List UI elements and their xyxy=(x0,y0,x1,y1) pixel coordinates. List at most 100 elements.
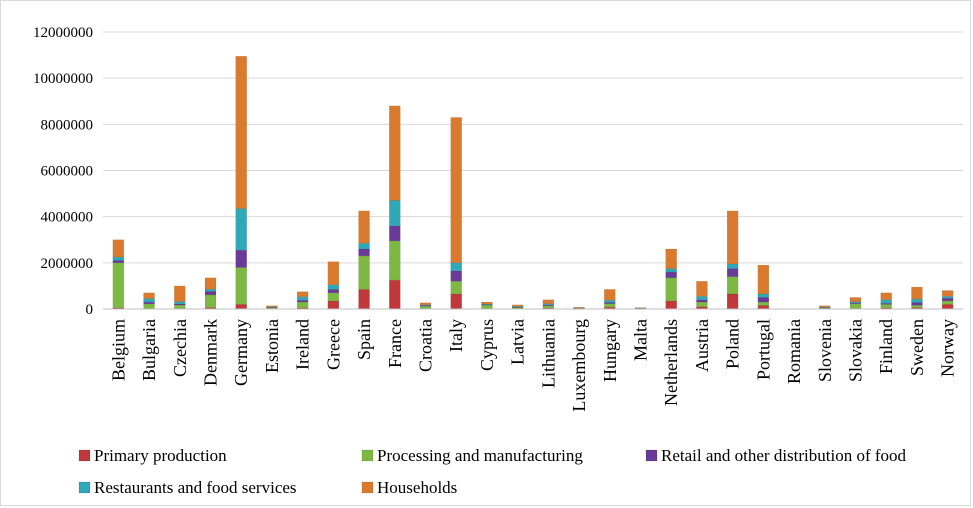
y-tick-label: 12000000 xyxy=(33,25,93,41)
bar-segment xyxy=(481,304,493,309)
bar-segment xyxy=(389,105,401,201)
bar-segment xyxy=(174,304,186,309)
x-category-label: Germany xyxy=(231,319,251,386)
x-category-label: Latvia xyxy=(508,319,528,365)
bar-segment xyxy=(665,248,677,269)
legend-swatch xyxy=(78,481,91,494)
bar-segment xyxy=(726,263,739,269)
gridlines xyxy=(103,31,963,310)
bar-segment xyxy=(696,301,708,307)
y-tick-label: 0 xyxy=(86,302,94,318)
legend-item: Processing and manufacturing xyxy=(361,446,583,465)
bar-segment xyxy=(604,303,616,308)
bar-segment xyxy=(204,277,217,290)
bar-segment xyxy=(296,301,309,309)
x-category-label: Lithuania xyxy=(538,319,558,388)
y-tick-label: 4000000 xyxy=(41,210,94,226)
legend-label: Households xyxy=(377,478,457,497)
bar-segment xyxy=(911,286,923,300)
bar-segment xyxy=(327,289,340,294)
bar-segment xyxy=(389,279,401,310)
bar-segment xyxy=(941,304,954,310)
bar-segment xyxy=(665,271,677,279)
bar-segment xyxy=(327,284,340,290)
bar-segment xyxy=(389,200,401,227)
x-category-label: Norway xyxy=(938,319,958,377)
bar-segment xyxy=(880,299,892,304)
x-category-label: Italy xyxy=(446,319,466,352)
bar-segment xyxy=(358,243,370,250)
y-tick-label: 10000000 xyxy=(33,71,93,87)
x-category-label: Slovenia xyxy=(815,319,835,382)
bar-segment xyxy=(327,292,340,302)
bar-segment xyxy=(634,307,647,309)
x-category-label: Sweden xyxy=(907,319,927,376)
x-category-label: France xyxy=(385,319,405,368)
axes: 0 2000000 4000000 6000000 8000000 10000000 120… xyxy=(33,25,963,412)
bar-segment xyxy=(696,281,708,297)
y-tick-label: 6000000 xyxy=(41,164,94,180)
bar-segment xyxy=(235,249,247,268)
bar-segment xyxy=(696,296,708,300)
bar-segment xyxy=(849,303,862,309)
bar-segment xyxy=(880,304,892,309)
x-category-label: Spain xyxy=(354,319,374,360)
bar-segment xyxy=(849,297,862,302)
bar-segment xyxy=(143,292,155,299)
bar-segment xyxy=(419,302,432,306)
bar-segment xyxy=(757,264,770,295)
x-category-label: Greece xyxy=(323,319,343,370)
x-category-label: Czechia xyxy=(170,319,190,377)
x-category-label: Luxembourg xyxy=(569,319,589,412)
bar-segment xyxy=(389,240,401,281)
bar-segment xyxy=(941,290,954,297)
legend-swatch xyxy=(78,449,91,462)
bar-segment xyxy=(450,270,462,282)
bar-segment xyxy=(450,262,462,272)
bar-segment xyxy=(389,225,401,242)
bar-segment xyxy=(143,298,155,303)
x-category-label: Ireland xyxy=(293,319,313,370)
bar-segment xyxy=(726,268,739,277)
bar-segment xyxy=(112,239,125,258)
bar-segment xyxy=(204,288,217,292)
bar-segment xyxy=(450,281,462,295)
bar-segment xyxy=(112,260,125,264)
bar-segment xyxy=(573,306,585,309)
x-category-label: Belgium xyxy=(108,319,128,381)
x-category-label: Netherlands xyxy=(661,319,681,406)
bar-segment xyxy=(941,300,954,305)
legend-label: Retail and other distribution of food xyxy=(661,446,907,465)
x-category-label: Malta xyxy=(631,319,651,361)
x-category-label: Cyprus xyxy=(477,319,497,371)
bar-segment xyxy=(358,248,370,257)
bar-segment xyxy=(726,276,739,295)
bar-segment xyxy=(235,56,247,209)
x-category-label: Austria xyxy=(692,319,712,372)
bar-segment xyxy=(941,296,954,299)
bar-segment xyxy=(542,299,555,304)
bar-segment xyxy=(235,208,247,251)
bar-segment xyxy=(542,305,555,309)
bar-segment xyxy=(604,300,616,303)
bar-segment xyxy=(604,289,616,301)
x-category-label: Finland xyxy=(876,319,896,374)
bar-segment xyxy=(358,289,370,310)
bar-segment xyxy=(665,268,677,273)
bar-segment xyxy=(757,297,770,303)
x-category-label: Estonia xyxy=(262,319,282,373)
bar-segment xyxy=(757,301,770,306)
bar-segment xyxy=(419,306,432,309)
bar-segment xyxy=(911,298,923,303)
bar-segment xyxy=(235,304,247,310)
bar-segment xyxy=(358,255,370,290)
bar-segment xyxy=(511,304,524,307)
x-category-label: Slovakia xyxy=(846,319,866,382)
bar-segment xyxy=(726,293,739,310)
bar-segment xyxy=(696,299,708,303)
bar-segment xyxy=(266,305,278,308)
bar-segment xyxy=(112,256,125,261)
bar-segment xyxy=(665,277,677,302)
